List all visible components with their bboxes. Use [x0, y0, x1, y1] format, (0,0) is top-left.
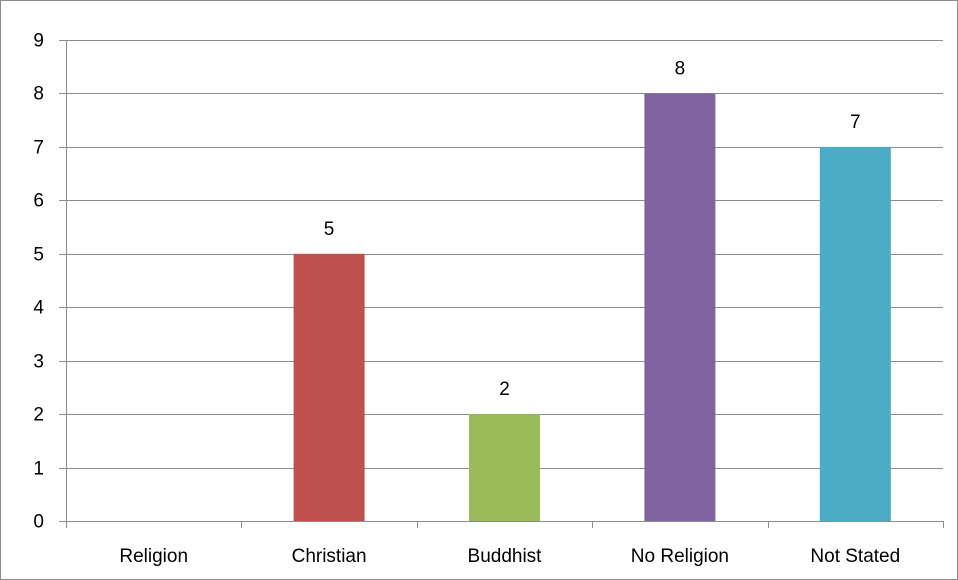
- bar-not-stated: [819, 146, 891, 521]
- x-tick-label: Buddhist: [468, 546, 543, 567]
- x-tick-label: Christian: [292, 546, 367, 567]
- data-labels: 5 2 8 7: [324, 58, 861, 400]
- y-tick-label: 6: [33, 191, 44, 212]
- y-tick-label: 0: [33, 512, 44, 533]
- y-tick-label: 1: [33, 459, 44, 480]
- y-tick-label: 5: [33, 245, 44, 266]
- bar-buddhist: [469, 414, 540, 521]
- bar-no-religion: [644, 93, 716, 521]
- data-label: 5: [324, 219, 335, 240]
- gridlines: [59, 40, 943, 522]
- y-tick-label: 3: [33, 352, 44, 373]
- y-tick-label: 2: [33, 405, 44, 426]
- y-tick-label: 4: [33, 298, 44, 319]
- data-label: 8: [675, 58, 686, 79]
- y-tick-label: 7: [33, 138, 44, 159]
- bars: [293, 93, 891, 521]
- x-axis-tick-labels: Religion Christian Buddhist No Religion Not …: [119, 546, 900, 567]
- y-tick-label: 8: [33, 84, 44, 105]
- y-axis-tick-labels: 0 1 2 3 4 5 6 7 8 9: [33, 31, 44, 533]
- data-label: 2: [499, 379, 510, 400]
- bar-christian: [293, 253, 365, 521]
- x-tick-label: No Religion: [631, 546, 729, 567]
- x-tick-label: Not Stated: [810, 546, 900, 567]
- data-label: 7: [850, 112, 861, 133]
- y-tick-label: 9: [33, 31, 44, 52]
- x-tick-label: Religion: [119, 546, 188, 567]
- axes: [66, 40, 944, 528]
